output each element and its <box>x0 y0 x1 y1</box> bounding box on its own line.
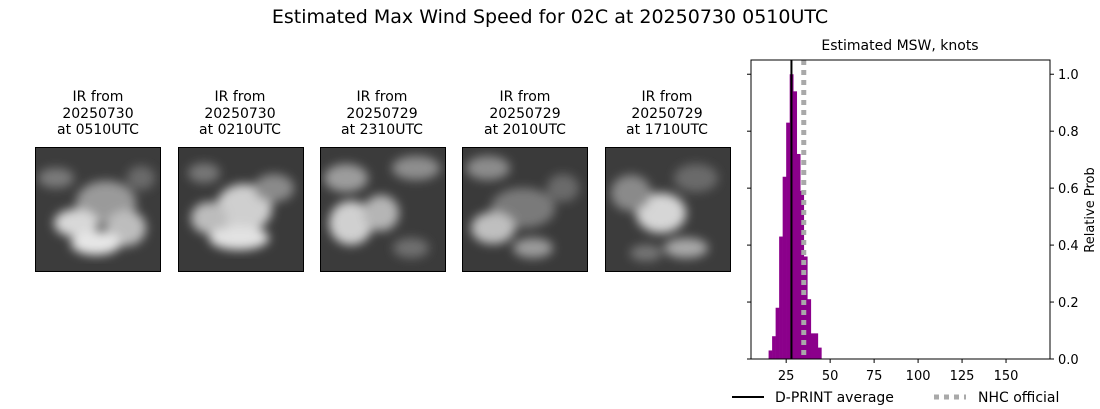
ir-title-line: IR from <box>356 89 408 105</box>
x-tick-label: 25 <box>778 369 795 384</box>
ir-title-date: 20250729 <box>631 105 703 122</box>
histogram-bar <box>807 299 812 359</box>
ir-title-time: at 2310UTC <box>341 122 423 138</box>
x-tick-label: 75 <box>866 369 883 384</box>
ir-title-time: at 0510UTC <box>57 122 139 138</box>
ir-title-time: at 0210UTC <box>199 122 281 138</box>
histogram-bar <box>817 347 822 359</box>
x-tick-label: 50 <box>822 369 839 384</box>
y-tick-label: 1.0 <box>1058 68 1079 83</box>
plot-frame <box>750 59 1051 360</box>
histogram-bar <box>786 122 790 360</box>
ir-satellite-image-1 <box>35 147 161 272</box>
histogram-bar <box>793 91 798 360</box>
ir-title-date: 20250729 <box>346 105 418 122</box>
ir-satellite-image-5 <box>605 147 731 272</box>
histogram-bar <box>768 350 773 359</box>
x-tick-label: 150 <box>994 369 1019 384</box>
ir-title-line: IR from <box>214 89 266 105</box>
ir-title-line: IR from <box>72 89 124 105</box>
ir-title-date: 20250729 <box>489 105 561 122</box>
ir-title-time: at 2010UTC <box>484 122 566 138</box>
ir-panel-title-3: IR from 20250729 at 2310UTC <box>312 89 452 139</box>
x-tick-label: 125 <box>950 369 975 384</box>
ir-satellite-image-4 <box>462 147 588 272</box>
ir-satellite-image-2 <box>178 147 304 272</box>
y-tick-label: 0.0 <box>1058 353 1079 368</box>
histogram-bar <box>775 307 780 359</box>
legend-official-label: NHC official <box>978 390 1059 406</box>
ir-panel-title-1: IR from 20250730 at 0510UTC <box>28 89 168 139</box>
ir-satellite-image-3 <box>320 147 446 272</box>
ir-panel-title-2: IR from 20250730 at 0210UTC <box>170 89 310 139</box>
histogram-bar <box>810 333 815 359</box>
y-tick-label: 0.4 <box>1058 239 1079 254</box>
histogram-bar <box>796 153 801 359</box>
suptitle: Estimated Max Wind Speed for 02C at 2025… <box>271 6 829 28</box>
legend-average-label: D-PRINT average <box>775 390 894 406</box>
y-axis-label: Relative Prob <box>1083 167 1098 252</box>
ir-title-line: IR from <box>499 89 551 105</box>
histogram-bar <box>772 336 776 359</box>
y-tick-label: 0.2 <box>1058 296 1079 311</box>
ir-panel-title-4: IR from 20250729 at 2010UTC <box>455 89 595 139</box>
ir-title-date: 20250730 <box>204 105 276 122</box>
chart-title: Estimated MSW, knots <box>821 38 978 54</box>
ir-title-line: IR from <box>641 89 693 105</box>
y-tick-label: 0.8 <box>1058 125 1079 140</box>
histogram-bar <box>782 176 787 359</box>
histogram-bar <box>779 236 783 359</box>
x-tick-label: 100 <box>906 369 931 384</box>
ir-panel-title-5: IR from 20250729 at 1710UTC <box>597 89 737 139</box>
ir-title-date: 20250730 <box>62 105 134 122</box>
y-tick-label: 0.6 <box>1058 182 1079 197</box>
histogram-bar <box>814 333 819 359</box>
ir-title-time: at 1710UTC <box>626 122 708 138</box>
histogram-bar <box>803 256 808 359</box>
